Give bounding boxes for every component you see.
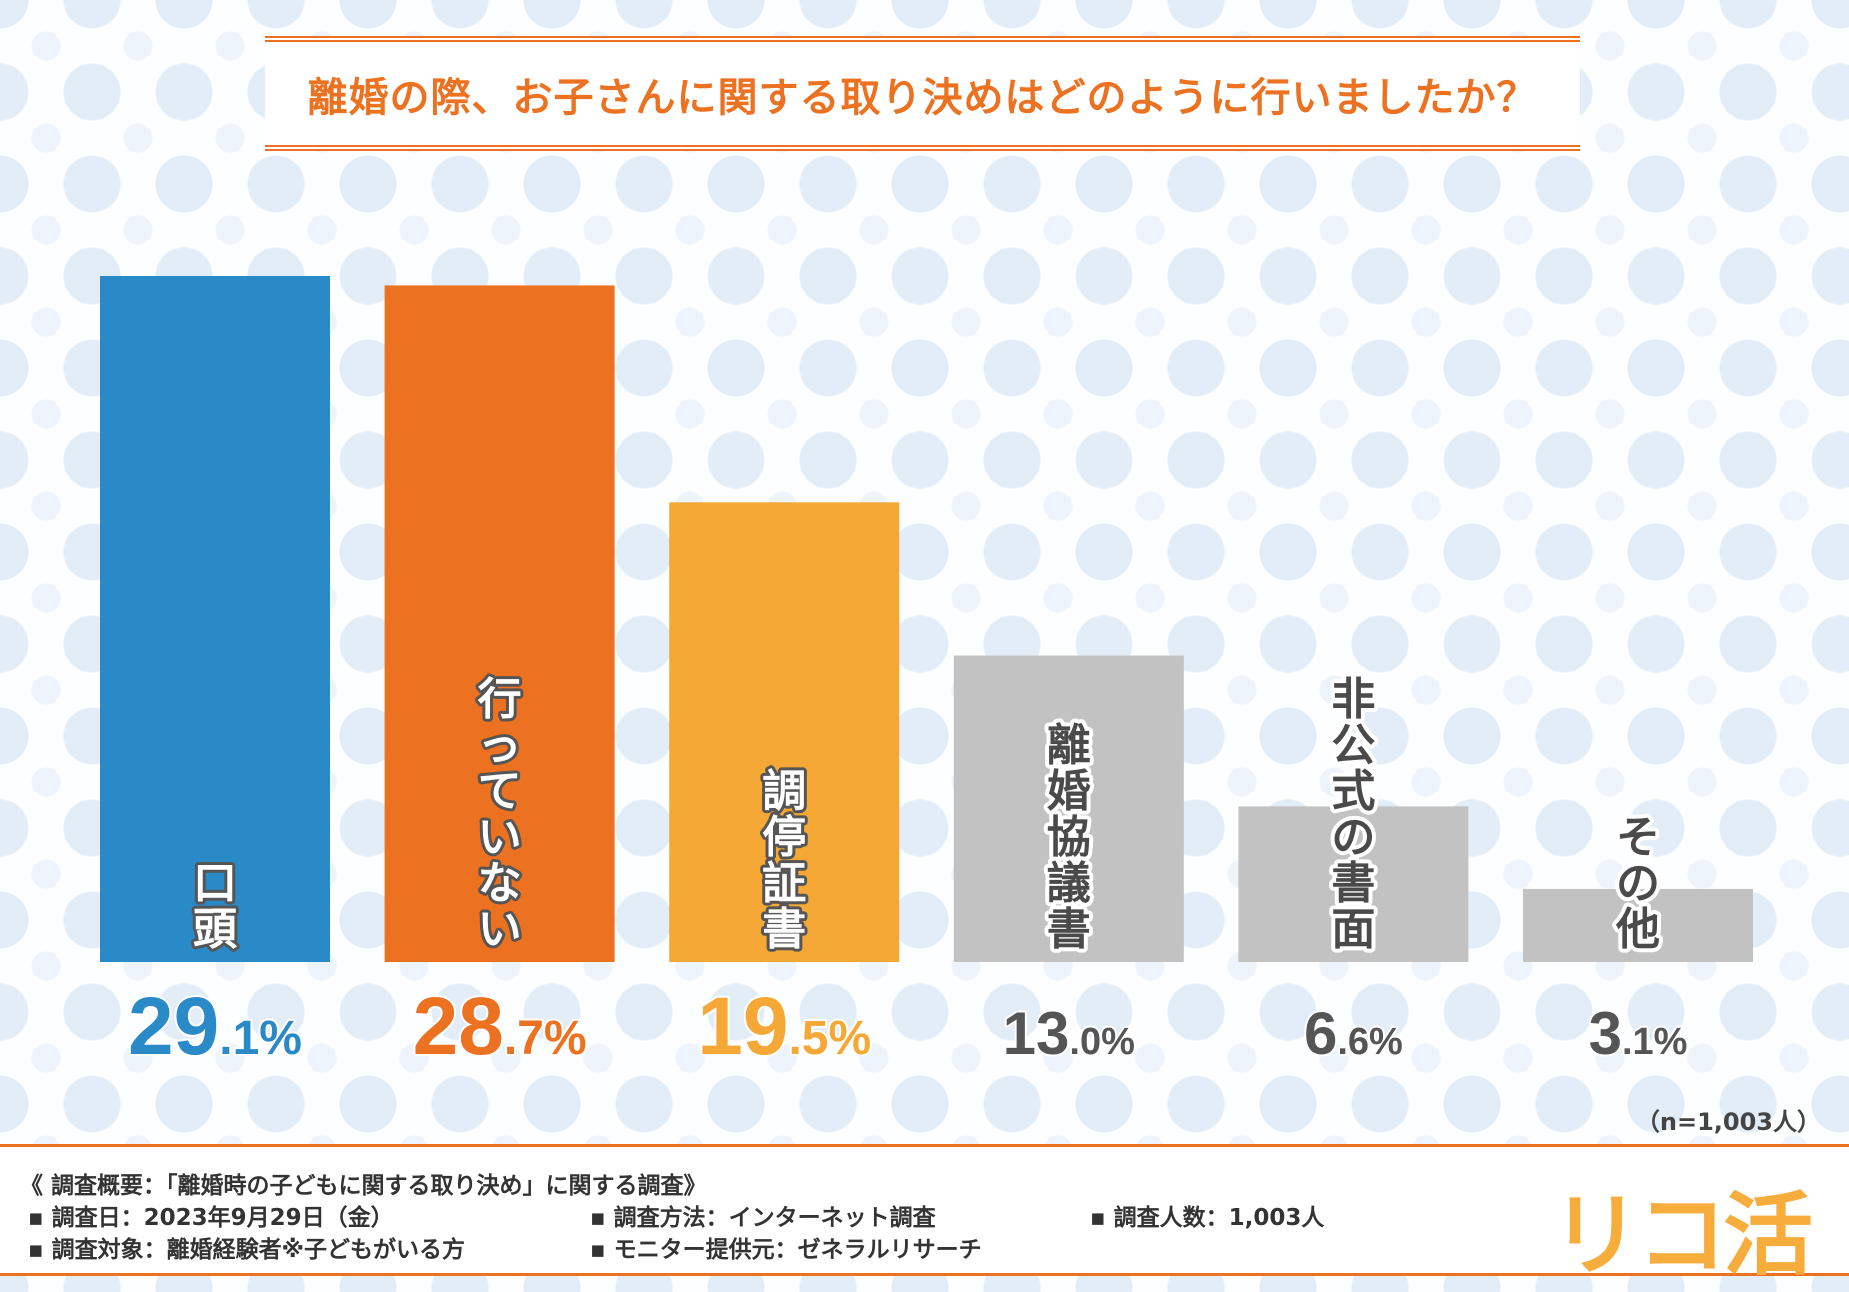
value-label-6: 3.1% bbox=[1589, 1000, 1688, 1067]
sample-size-note: （n=1,003人） bbox=[1635, 1108, 1821, 1136]
survey-date: ▪ 調査日：2023年9月29日（金） bbox=[28, 1205, 394, 1231]
survey-provider: ▪ モニター提供元：ゼネラルリサーチ bbox=[590, 1237, 982, 1263]
bar-4 bbox=[953, 655, 1184, 962]
survey-target: ▪ 調査対象：離婚経験者※子どもがいる方 bbox=[28, 1237, 465, 1263]
survey-count: ▪ 調査人数：1,003人 bbox=[1090, 1205, 1325, 1231]
bar-5 bbox=[1238, 806, 1469, 962]
value-label-2: 28.7% bbox=[413, 981, 587, 1072]
bar-1 bbox=[100, 276, 330, 962]
survey-method: ▪ 調査方法：インターネット調査 bbox=[590, 1205, 936, 1231]
survey-footer bbox=[0, 1144, 1849, 1276]
bar-label-5: 非公式の書面 bbox=[1331, 674, 1375, 955]
title-banner: 離婚の際、お子さんに関する取り決めはどのように行いましたか？ bbox=[265, 36, 1580, 151]
survey-overview: 《 調査概要：「離婚時の子どもに関する取り決め」に関する調査》 bbox=[20, 1173, 707, 1199]
bar-label-4: 離婚協議書 bbox=[1047, 720, 1091, 955]
bar-3 bbox=[669, 502, 900, 962]
bar-2 bbox=[384, 285, 615, 962]
bar-label-1: 口頭 bbox=[193, 858, 238, 955]
bar-label-2: 行っていない bbox=[478, 674, 522, 955]
bar-label-6: その他 bbox=[1615, 812, 1660, 955]
chart-title: 離婚の際、お子さんに関する取り決めはどのように行いましたか？ bbox=[307, 74, 1538, 121]
value-label-4: 13.0% bbox=[1003, 1000, 1135, 1067]
bar-chart: 口頭 29.1% 行っていない 28.7% 調停証書 19.5% 離婚協議書 13.0% 非公式… bbox=[100, 276, 1753, 1074]
value-label-5: 6.6% bbox=[1304, 1000, 1403, 1067]
bar-label-3: 調停証書 bbox=[762, 766, 806, 955]
brand-logo: リコ活 bbox=[1551, 1183, 1813, 1288]
bar-6 bbox=[1523, 888, 1753, 962]
value-label-3: 19.5% bbox=[697, 981, 871, 1072]
value-label-1: 29.1% bbox=[128, 981, 302, 1072]
